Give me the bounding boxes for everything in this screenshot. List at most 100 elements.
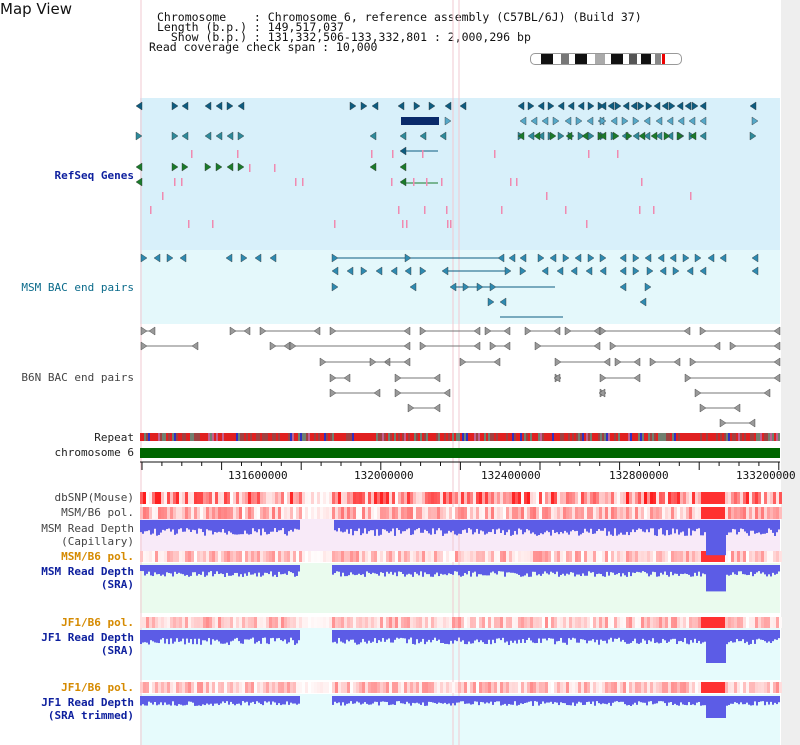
depth-bar: [140, 630, 142, 645]
depth-bar: [714, 520, 716, 556]
feature-arrow: [564, 116, 572, 126]
heat-cell: [407, 507, 410, 519]
depth-bar: [448, 565, 450, 574]
heat-cell: [422, 682, 425, 693]
heat-cell: [176, 507, 179, 519]
depth-bar: [256, 520, 258, 533]
depth-bar: [340, 565, 342, 577]
repeat-segment: [238, 433, 240, 441]
depth-bar: [218, 696, 220, 705]
repeat-segment: [362, 433, 364, 441]
heat-cell: [386, 507, 389, 519]
refseq-genes-label[interactable]: RefSeq Genes: [54, 169, 134, 182]
depth-bar: [646, 630, 648, 644]
depth-bar: [206, 696, 208, 704]
depth-bar: [606, 630, 608, 644]
heat-cell: [473, 507, 476, 519]
depth-bar: [372, 630, 374, 642]
repeat-segment: [410, 433, 412, 441]
heat-cell: [377, 617, 380, 628]
heat-cell: [416, 551, 419, 562]
heat-cell: [608, 507, 611, 519]
heat-cell: [671, 507, 674, 519]
heat-cell: [758, 551, 761, 562]
depth-bar: [346, 630, 348, 640]
depth-bar: [676, 520, 678, 530]
heat-cell: [299, 682, 302, 693]
heat-cell: [605, 682, 608, 693]
msm-depth-sra-label[interactable]: MSM Read Depth: [41, 565, 134, 578]
depth-bar: [506, 696, 508, 706]
depth-bar: [472, 520, 474, 535]
heat-cell: [470, 507, 473, 519]
msm-b6-pol-label-1[interactable]: MSM/B6 pol.: [61, 506, 134, 519]
depth-bar: [544, 630, 546, 639]
heat-cell: [638, 507, 641, 519]
depth-bar: [538, 630, 540, 639]
msm-b6-pol-label-2[interactable]: MSM/B6 pol.: [61, 550, 134, 563]
heat-cell: [488, 551, 491, 562]
repeat-segment: [376, 433, 378, 441]
heat-cell: [626, 492, 629, 504]
dbsnp-label[interactable]: dbSNP(Mouse): [54, 491, 134, 504]
heat-cell: [356, 617, 359, 628]
repeat-segment: [634, 433, 636, 441]
depth-bar: [560, 696, 562, 703]
feature-arrow: [672, 266, 680, 276]
depth-bar: [264, 696, 266, 702]
heat-cell: [392, 617, 395, 628]
heat-cell: [350, 617, 353, 628]
depth-bar: [638, 630, 640, 644]
heat-cell: [155, 507, 158, 519]
heat-cell: [479, 507, 482, 519]
heat-cell: [458, 492, 461, 504]
heat-cell: [752, 617, 755, 628]
repeat-segment: [708, 433, 710, 441]
depth-bar: [774, 565, 776, 575]
heat-cell: [158, 492, 161, 504]
depth-bar: [412, 630, 414, 644]
jf1-b6-pol-label-1[interactable]: JF1/B6 pol.: [61, 616, 134, 629]
repeat-segment: [694, 433, 696, 441]
depth-bar: [168, 520, 170, 529]
chromosome-label[interactable]: chromosome 6: [54, 446, 134, 459]
depth-bar: [568, 696, 570, 706]
msm-bac-label[interactable]: MSM BAC end pairs: [21, 281, 134, 294]
jf1-depth-sra-label[interactable]: JF1 Read Depth: [41, 631, 134, 644]
depth-bar: [778, 565, 780, 572]
depth-bar: [510, 696, 512, 705]
heat-cell: [356, 492, 359, 504]
depth-bar: [728, 696, 730, 705]
depth-bar: [548, 520, 550, 533]
heat-cell: [710, 492, 713, 504]
repeat-segment: [676, 433, 678, 441]
heat-cell: [527, 551, 530, 562]
repeat-segment: [402, 433, 404, 441]
jf1-depth-trim-label[interactable]: JF1 Read Depth: [41, 696, 134, 709]
depth-bar: [748, 520, 750, 536]
depth-bar: [608, 696, 610, 703]
repeat-segment: [734, 433, 736, 441]
b6n-bac-label[interactable]: B6N BAC end pairs: [21, 371, 134, 384]
depth-bar: [686, 520, 688, 536]
depth-bar: [366, 696, 368, 704]
heat-cell: [647, 551, 650, 562]
chromosome-ideogram[interactable]: [530, 53, 682, 65]
heat-cell: [266, 507, 269, 519]
heat-cell: [518, 682, 521, 693]
feature-arrow: [593, 326, 601, 336]
depth-bar: [564, 696, 566, 704]
repeat-segment: [172, 433, 174, 441]
msm-depth-capillary-label[interactable]: MSM Read Depth: [41, 522, 134, 535]
depth-bar: [500, 520, 502, 533]
heat-cell: [455, 551, 458, 562]
heat-cell: [218, 507, 221, 519]
repeat-segment: [288, 433, 290, 441]
heat-cell: [341, 551, 344, 562]
repeat-segment: [614, 433, 616, 441]
repeat-label[interactable]: Repeat: [94, 431, 134, 444]
feature-arrow: [639, 297, 647, 307]
jf1-b6-pol-label-2[interactable]: JF1/B6 pol.: [61, 681, 134, 694]
depth-bar: [290, 520, 292, 530]
